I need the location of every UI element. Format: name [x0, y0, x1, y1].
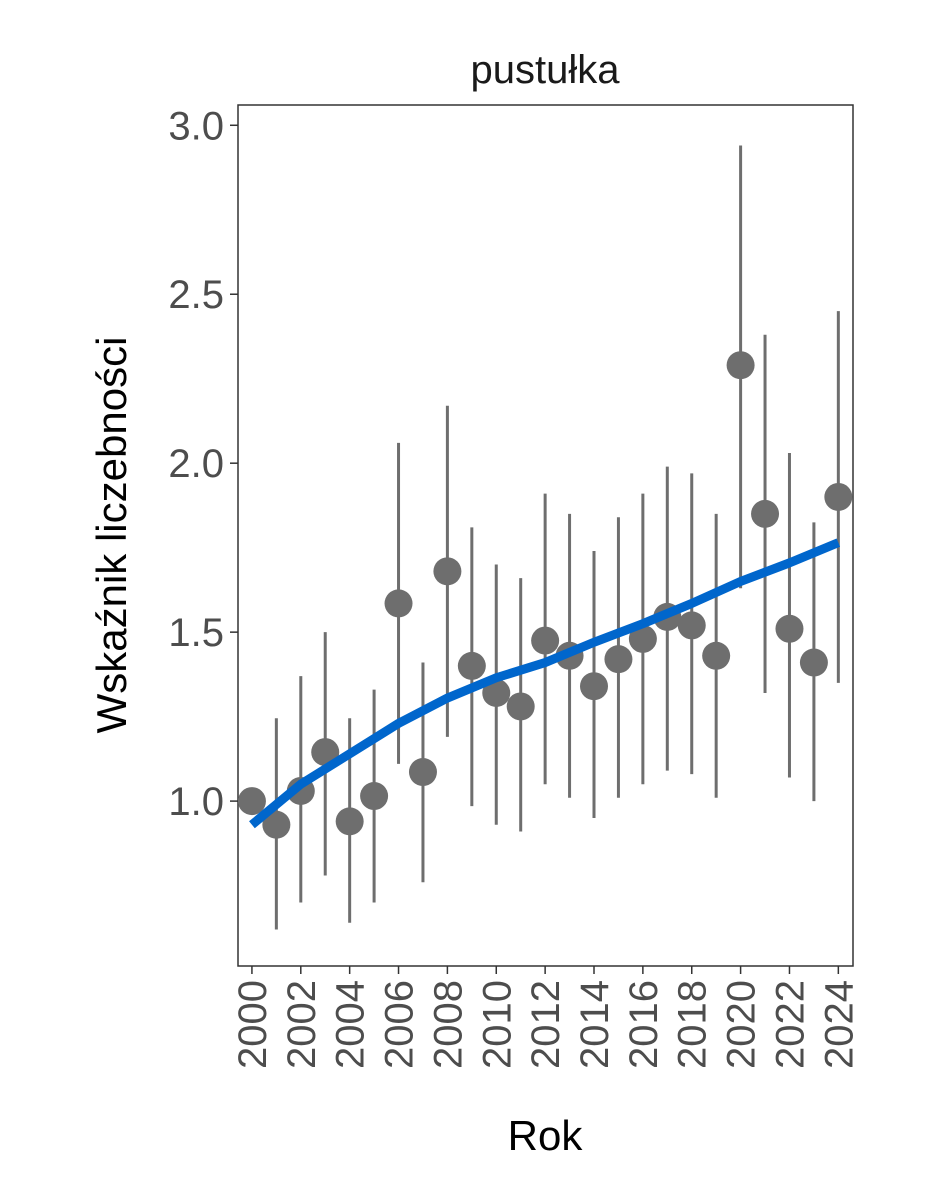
data-point — [775, 614, 804, 643]
data-point — [824, 482, 853, 511]
data-point — [628, 624, 657, 653]
data-point — [506, 692, 535, 721]
data-point — [482, 678, 511, 707]
chart-title: pustułka — [471, 48, 621, 92]
x-tick-label: 2004 — [329, 980, 373, 1069]
x-tick-label: 2016 — [622, 980, 666, 1069]
data-point — [237, 787, 266, 816]
x-tick-label: 2000 — [231, 980, 275, 1069]
data-point — [433, 557, 462, 586]
y-axis-title: Wskaźnik liczebności — [88, 337, 135, 734]
y-tick-label: 2.0 — [168, 442, 224, 486]
data-point — [262, 810, 291, 839]
x-tick-label: 2024 — [817, 980, 861, 1069]
data-point — [408, 758, 437, 787]
data-point — [531, 626, 560, 655]
data-point — [335, 807, 364, 836]
y-tick-label: 2.5 — [168, 273, 224, 317]
x-tick-label: 2008 — [426, 980, 470, 1069]
data-point — [580, 672, 609, 701]
x-tick-label: 2018 — [671, 980, 715, 1069]
data-point — [726, 351, 755, 380]
y-tick-label: 1.5 — [168, 611, 224, 655]
data-point — [751, 499, 780, 528]
x-tick-label: 2022 — [768, 980, 812, 1069]
data-point — [384, 589, 413, 618]
x-tick-label: 2020 — [720, 980, 764, 1069]
x-tick-label: 2012 — [524, 980, 568, 1069]
x-tick-label: 2010 — [475, 980, 519, 1069]
data-point — [457, 651, 486, 680]
data-point — [360, 782, 389, 811]
x-axis-title: Rok — [508, 1112, 584, 1159]
data-point — [604, 645, 633, 674]
data-point — [311, 738, 340, 767]
data-point — [702, 641, 731, 670]
data-point — [799, 648, 828, 677]
data-point — [677, 611, 706, 640]
y-tick-label: 1.0 — [168, 780, 224, 824]
x-tick-label: 2014 — [573, 980, 617, 1069]
x-tick-label: 2002 — [280, 980, 324, 1069]
trend-line — [249, 538, 841, 829]
x-tick-label: 2006 — [378, 980, 422, 1069]
y-tick-label: 3.0 — [168, 104, 224, 148]
